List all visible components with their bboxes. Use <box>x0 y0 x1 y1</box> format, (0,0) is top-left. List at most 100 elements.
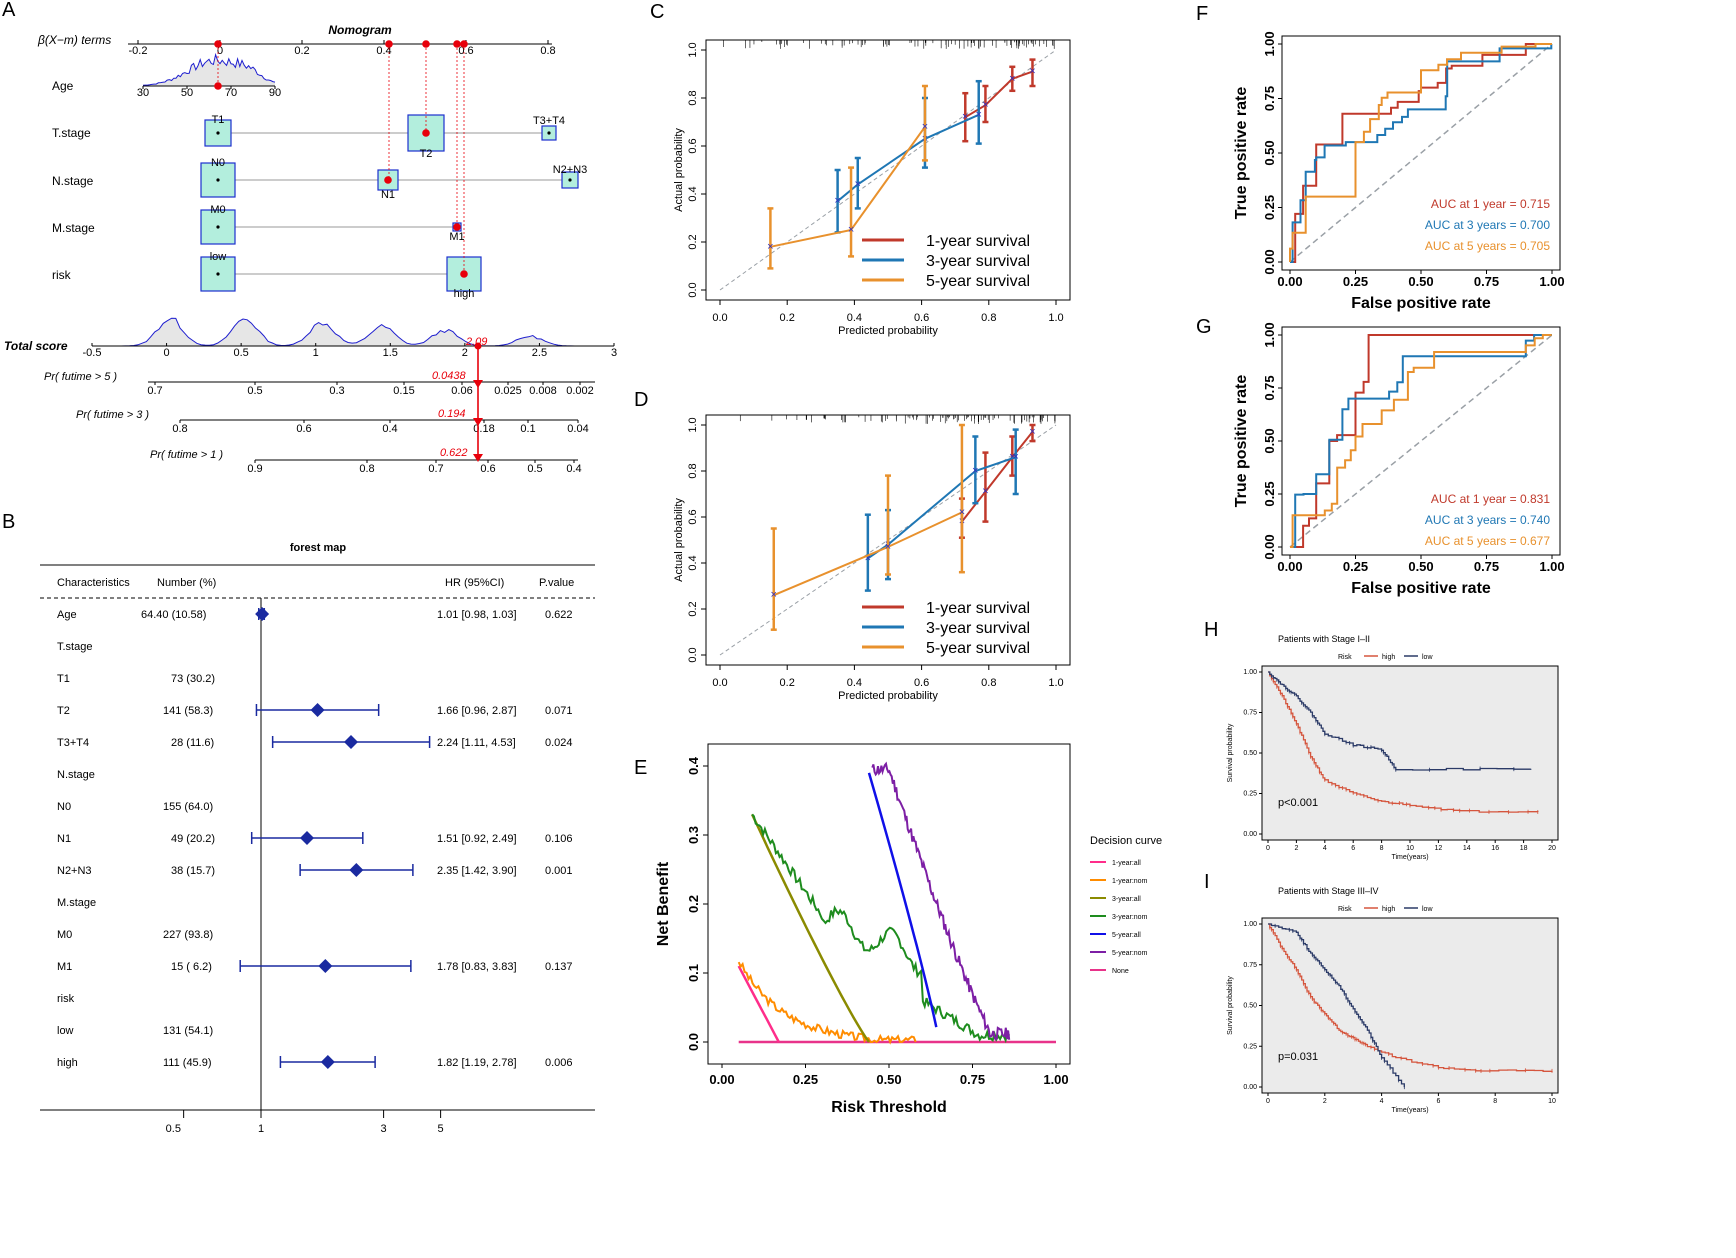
panel-letter-h: H <box>1204 619 1218 641</box>
y-tick-label: 0.00 <box>1243 1084 1257 1091</box>
panel-letter-a: A <box>2 0 16 21</box>
nomo-row-label-beta-terms: β(X−m) terms <box>37 33 111 47</box>
x-tick-label: 0.4 <box>847 677 862 689</box>
forest-row-number: 38 (15.7) <box>171 865 215 877</box>
forest-row-hr: 1.82 [1.19, 2.78] <box>437 1057 517 1069</box>
x-tick-label: 1.00 <box>1043 1072 1068 1087</box>
prob-tick-label: 0.6 <box>296 423 311 435</box>
x-axis-title: False positive rate <box>1351 295 1491 312</box>
forest-estimate-diamond <box>299 831 314 845</box>
n1-label: N1 <box>381 189 395 201</box>
forest-plot-panel: forest map Characteristics Number (%) HR (9… <box>40 542 595 1135</box>
x-tick-label: 0.75 <box>1474 274 1499 289</box>
plot-frame <box>705 414 1071 666</box>
y-tick-label: 0.50 <box>1243 1003 1257 1010</box>
total-tick-label: 0.5 <box>233 347 248 359</box>
nomo-red-marker <box>453 223 461 231</box>
plot-frame <box>705 39 1071 301</box>
plot-background <box>1261 917 1559 1094</box>
forest-row-hr: 1.66 [0.96, 2.87] <box>437 705 517 717</box>
prob-tick-label: 0.3 <box>329 385 344 397</box>
x-tick-label: 8 <box>1380 845 1384 852</box>
legend-label: None <box>1112 968 1129 975</box>
y-axis-title: Actual probability <box>673 128 685 212</box>
x-tick-label: 0.4 <box>847 312 862 324</box>
forest-row-number: 227 (93.8) <box>163 929 213 941</box>
forest-row-name: T2 <box>57 705 70 717</box>
forest-row-hr: 1.51 [0.92, 2.49] <box>437 833 517 845</box>
calibration-point: × <box>865 552 871 564</box>
y-axis-title: Survival probability <box>1227 976 1234 1035</box>
calibration-plot-d: 0.0 0.2 0.4 0.6 0.8 1.0 0.0 0.2 0.4 0.6 0.8 1.0 Pred… <box>673 414 1071 702</box>
t3t4-dot <box>547 131 551 135</box>
forest-estimate-diamond <box>318 959 333 973</box>
forest-estimate-diamond <box>344 735 359 749</box>
curve-1year-nom <box>737 961 917 1045</box>
age-density-line <box>142 52 276 86</box>
beta-tick-label: -0.2 <box>129 45 148 57</box>
forest-row-name: N1 <box>57 833 71 845</box>
prob-tick-label: 0.5 <box>247 385 262 397</box>
curve-1year-all <box>737 965 780 1043</box>
forest-estimate-diamond <box>320 1055 335 1069</box>
forest-row-p: 0.137 <box>545 961 573 973</box>
forest-row-name: low <box>57 1025 74 1037</box>
calibration-point: × <box>848 224 854 236</box>
legend-label: 1-year:nom <box>1112 878 1148 885</box>
roc-curve-2 <box>1290 43 1553 263</box>
prob1-value: 0.622 <box>440 447 468 459</box>
x-tick-label: 14 <box>1463 845 1471 852</box>
x-tick-label: 0.50 <box>1408 274 1433 289</box>
x-tick-label: 12 <box>1435 845 1443 852</box>
beta-tick-label: 0.6 <box>458 45 473 57</box>
x-tick-label: 0.25 <box>1343 274 1368 289</box>
beta-tick-label: 0 <box>217 45 223 57</box>
x-tick-label: 0.8 <box>981 312 996 324</box>
total-density-fill <box>96 318 600 346</box>
y-tick-label: 1.0 <box>687 42 699 57</box>
x-tick-label: 0.50 <box>876 1072 901 1087</box>
p-value-label: p=0.031 <box>1278 1051 1318 1063</box>
y-tick-label: 0.6 <box>687 509 699 524</box>
col-number: Number (%) <box>157 577 216 589</box>
n0-label: N0 <box>211 157 225 169</box>
legend-label: 3-year:nom <box>1112 914 1148 921</box>
x-axis-title: Time(years) <box>1391 854 1428 861</box>
x-tick-label: 8 <box>1493 1098 1497 1105</box>
beta-tick-label: 0.4 <box>376 45 391 57</box>
y-tick-label: 0.75 <box>1243 962 1257 969</box>
prob-tick-label: 0.9 <box>247 463 262 475</box>
roc-plot-f: 0.00 0.25 0.50 0.75 1.00 0.00 0.25 0.50 0.75 1.00… <box>1233 31 1565 312</box>
x-tick-label: 0.25 <box>1343 559 1368 574</box>
forest-row-number: 15 ( 6.2) <box>171 961 212 973</box>
total-score-value: 2.09 <box>465 336 487 348</box>
col-pvalue: P.value <box>539 577 574 589</box>
forest-estimate-diamond <box>255 607 270 621</box>
total-tick-label: 3 <box>611 347 617 359</box>
curve-5year-all <box>867 772 938 1028</box>
nomo-row-label-n-stage: N.stage <box>52 174 94 188</box>
risk-low-dot <box>216 272 220 276</box>
nomo-red-marker <box>384 176 392 184</box>
total-tick-label: -0.5 <box>83 347 102 359</box>
x-tick-label: 10 <box>1548 1098 1556 1105</box>
m0-label: M0 <box>210 204 225 216</box>
prob-tick-label: 0.002 <box>566 385 594 397</box>
panel-letter-b: B <box>2 511 15 533</box>
x-tick-label: 0.0 <box>712 677 727 689</box>
forest-row-name: M1 <box>57 961 72 973</box>
x-tick-label: 0 <box>1266 1098 1270 1105</box>
prob-tick-label: 0.5 <box>527 463 542 475</box>
forest-row-name: N2+N3 <box>57 865 92 877</box>
y-axis-title: Actual probability <box>673 498 685 582</box>
y-tick-label: 1.00 <box>1243 921 1257 928</box>
prob-tick-label: 0.8 <box>172 423 187 435</box>
forest-tick-label: 0.5 <box>166 1123 181 1135</box>
forest-row-number: 111 (45.9) <box>163 1057 212 1069</box>
prob-row-label-8: Pr( futime > 3 ) <box>76 409 149 421</box>
panel-letter-g: G <box>1196 316 1212 338</box>
n2n3-dot <box>568 178 572 182</box>
calibration-point: × <box>962 111 968 123</box>
nomogram-title: Nomogram <box>328 23 392 37</box>
y-tick-label: 0.50 <box>1243 750 1257 757</box>
